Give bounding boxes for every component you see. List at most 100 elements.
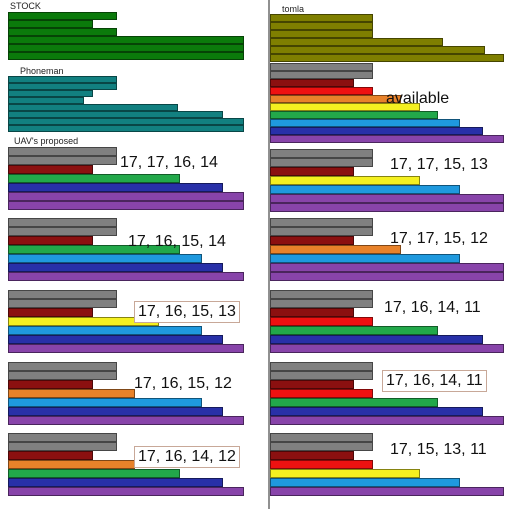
bar-l1-4 — [8, 174, 180, 183]
bar-r4-2 — [270, 371, 373, 380]
bar-l2-2 — [8, 227, 117, 236]
bar-r4-1 — [270, 362, 373, 371]
bar-r4-5 — [270, 398, 438, 407]
bar-l1-2 — [8, 156, 117, 165]
bar-r4-6 — [270, 407, 483, 416]
label-tomla: tomla — [282, 4, 305, 14]
bar-available-5 — [270, 95, 401, 103]
bar-l1-1 — [8, 147, 117, 156]
bar-r4-4 — [270, 389, 373, 398]
bar-stock-5 — [8, 44, 244, 52]
bar-r2-1 — [270, 218, 373, 227]
bar-available-3 — [270, 79, 354, 87]
bar-phoneman-1 — [8, 76, 117, 83]
bar-l2-7 — [8, 272, 244, 281]
bar-stock-2 — [8, 20, 93, 28]
bar-r4-3 — [270, 380, 354, 389]
bar-phoneman-4 — [8, 97, 84, 104]
label-r1: 17, 17, 15, 13 — [390, 156, 488, 173]
bar-available-1 — [270, 63, 373, 71]
bar-l4-4 — [8, 389, 135, 398]
bar-r2-4 — [270, 245, 401, 254]
bar-r2-7 — [270, 272, 504, 281]
label-available: available — [386, 90, 450, 107]
label-l3: 17, 16, 15, 13 — [134, 301, 240, 323]
bar-r3-7 — [270, 344, 504, 353]
label-l4: 17, 16, 15, 12 — [134, 375, 232, 392]
bar-r5-1 — [270, 433, 373, 442]
bar-l2-6 — [8, 263, 223, 272]
bar-l5-3 — [8, 451, 93, 460]
bar-available-4 — [270, 87, 373, 95]
bar-l1-5 — [8, 183, 223, 192]
bar-r5-7 — [270, 487, 504, 496]
bar-stock-1 — [8, 12, 117, 20]
bar-tomla-6 — [270, 54, 504, 62]
label-l5: 17, 16, 14, 12 — [134, 446, 240, 468]
bar-r3-3 — [270, 308, 354, 317]
bar-r1-4 — [270, 176, 420, 185]
bar-l3-7 — [8, 344, 244, 353]
bar-l4-1 — [8, 362, 117, 371]
bar-r5-6 — [270, 478, 460, 487]
bar-r5-3 — [270, 451, 354, 460]
label-r4: 17, 16, 14, 11 — [382, 370, 487, 392]
bar-r4-7 — [270, 416, 504, 425]
bar-r3-2 — [270, 299, 373, 308]
bar-l4-5 — [8, 398, 202, 407]
bar-l2-4 — [8, 245, 180, 254]
bar-l3-1 — [8, 290, 117, 299]
label-r2: 17, 17, 15, 12 — [390, 230, 488, 247]
bar-r5-5 — [270, 469, 420, 478]
label-l1: 17, 17, 16, 14 — [120, 154, 218, 171]
bar-l5-6 — [8, 478, 223, 487]
bar-l3-3 — [8, 308, 93, 317]
bar-available-2 — [270, 71, 373, 79]
bar-r3-5 — [270, 326, 438, 335]
bar-tomla-1 — [270, 14, 373, 22]
bar-phoneman-6 — [8, 111, 223, 118]
bar-phoneman-5 — [8, 104, 178, 111]
bar-l2-3 — [8, 236, 93, 245]
bar-l2-1 — [8, 218, 117, 227]
bar-r1-6 — [270, 194, 504, 203]
bar-r5-2 — [270, 442, 373, 451]
bar-l5-2 — [8, 442, 117, 451]
bar-l4-7 — [8, 416, 244, 425]
bar-l2-5 — [8, 254, 202, 263]
bar-tomla-4 — [270, 38, 443, 46]
bar-available-8 — [270, 119, 460, 127]
bar-l5-7 — [8, 487, 244, 496]
bar-r1-3 — [270, 167, 354, 176]
bar-l4-6 — [8, 407, 223, 416]
bar-phoneman-2 — [8, 83, 117, 90]
bar-l1-7 — [8, 201, 244, 210]
caption-l1: UAV's proposed — [14, 136, 79, 146]
bar-stock-6 — [8, 52, 244, 60]
bar-r2-5 — [270, 254, 460, 263]
bar-stock-4 — [8, 36, 244, 44]
bar-r1-5 — [270, 185, 460, 194]
bar-l4-3 — [8, 380, 93, 389]
bar-l1-6 — [8, 192, 244, 201]
bar-phoneman-8 — [8, 125, 244, 132]
bar-phoneman-7 — [8, 118, 244, 125]
bar-l1-3 — [8, 165, 93, 174]
bar-r2-3 — [270, 236, 354, 245]
bar-l5-1 — [8, 433, 117, 442]
bar-stock-3 — [8, 28, 117, 36]
bar-l3-2 — [8, 299, 117, 308]
bar-r3-4 — [270, 317, 373, 326]
bar-r1-7 — [270, 203, 504, 212]
label-stock: STOCK — [10, 1, 41, 11]
bar-tomla-3 — [270, 30, 373, 38]
bar-available-7 — [270, 111, 438, 119]
bar-available-9 — [270, 127, 483, 135]
bar-tomla-2 — [270, 22, 373, 30]
bar-r3-1 — [270, 290, 373, 299]
bar-r2-6 — [270, 263, 504, 272]
label-r5: 17, 15, 13, 11 — [390, 441, 487, 458]
bar-l4-2 — [8, 371, 117, 380]
bar-l3-6 — [8, 335, 223, 344]
label-phoneman: Phoneman — [20, 66, 64, 76]
